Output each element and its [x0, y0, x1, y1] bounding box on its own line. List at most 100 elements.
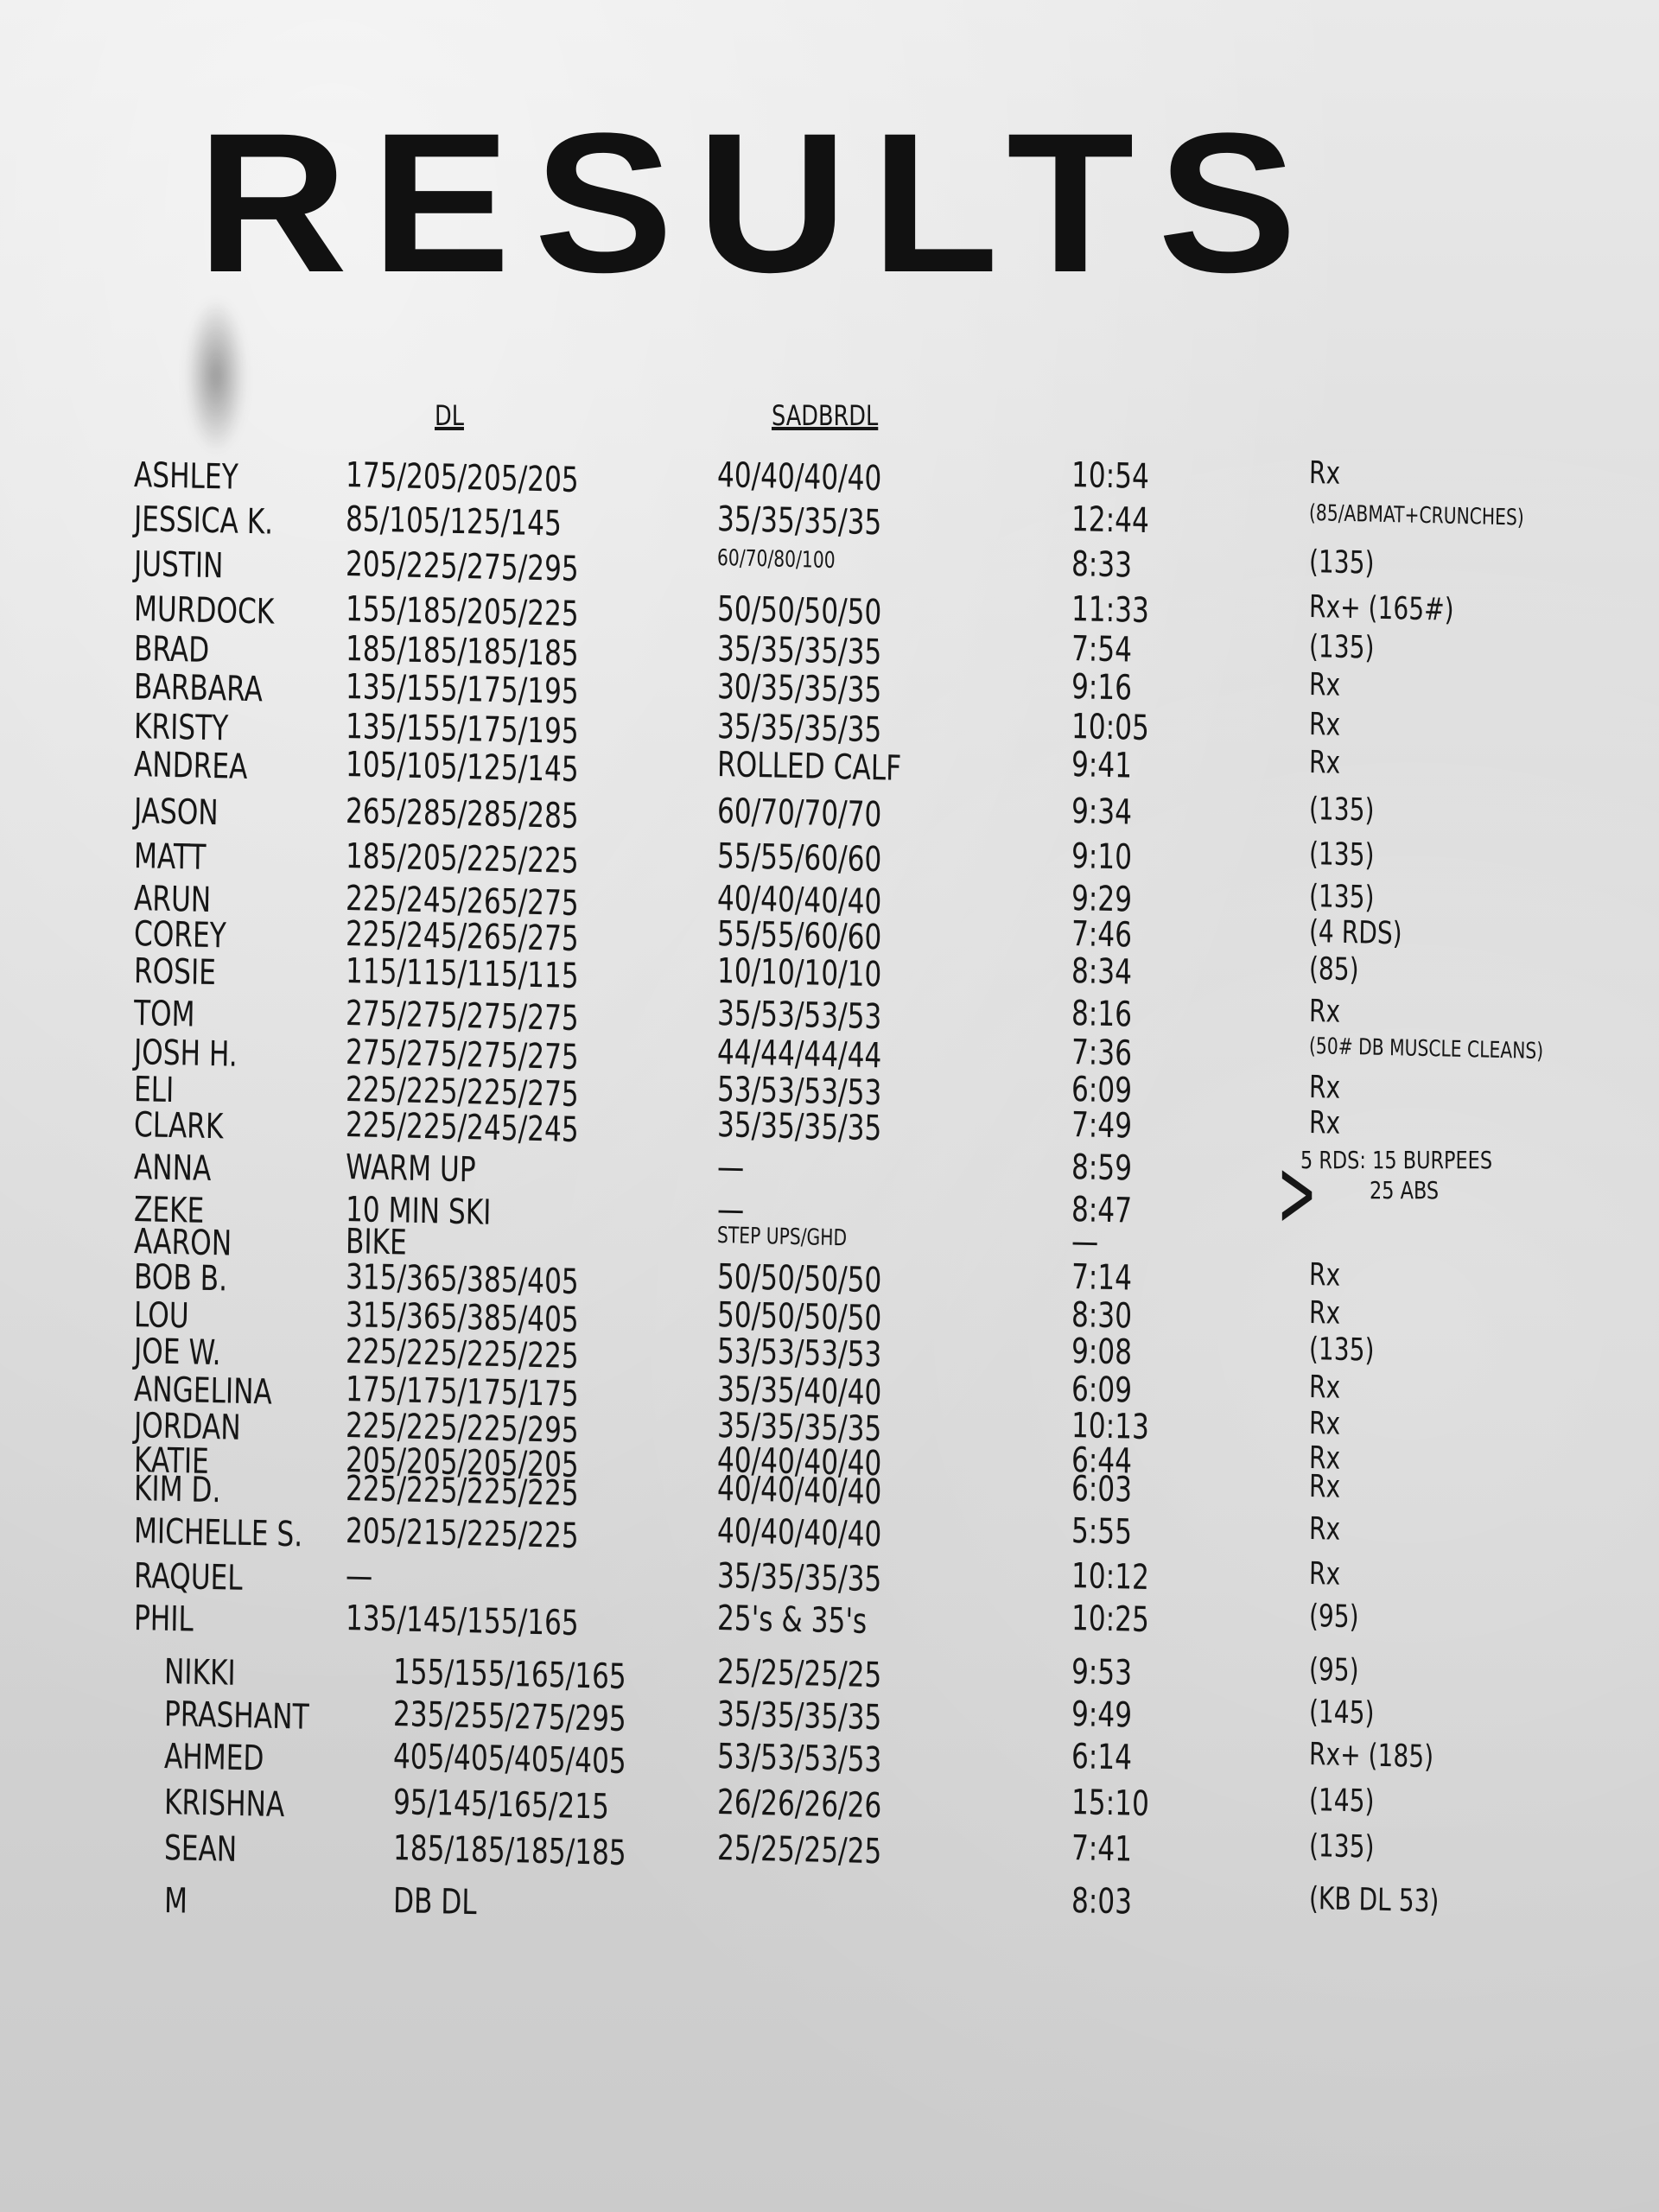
- cell-name: AHMED: [163, 1737, 264, 1779]
- cell-note: Rx: [1308, 1469, 1341, 1505]
- cell-note: (95): [1308, 1652, 1359, 1689]
- cell-sadbrdl: 40/40/40/40: [716, 879, 882, 923]
- cell-time: 7:41: [1071, 1828, 1133, 1870]
- cell-sadbrdl: 44/44/44/44: [716, 1033, 882, 1077]
- cell-note: (50# DB MUSCLE CLEANS): [1308, 1033, 1544, 1065]
- cell-note: (135): [1308, 629, 1375, 666]
- cell-dl: 95/145/165/215: [392, 1783, 610, 1827]
- cell-time: 7:46: [1071, 914, 1133, 956]
- cell-dl: 225/225/245/245: [345, 1105, 580, 1151]
- cell-note: (145): [1308, 1783, 1375, 1820]
- cell-sadbrdl: 25/25/25/25: [716, 1828, 882, 1872]
- cell-time: 10:25: [1071, 1599, 1150, 1641]
- cell-name: ELI: [133, 1070, 175, 1111]
- cell-name: ROSIE: [133, 951, 217, 994]
- cell-name: JUSTIN: [133, 544, 224, 587]
- cell-note: Rx+ (165#): [1308, 589, 1454, 628]
- cell-name: KIM D.: [133, 1469, 221, 1511]
- cell-name: LOU: [133, 1295, 189, 1337]
- cell-time: 9:41: [1071, 745, 1133, 786]
- cell-name: ASHLEY: [133, 455, 239, 498]
- cell-name: JORDAN: [133, 1406, 241, 1448]
- cell-name: BARBARA: [133, 667, 264, 710]
- cell-name: AARON: [133, 1222, 232, 1264]
- cell-note: Rx: [1308, 1105, 1341, 1141]
- cell-note: (4 RDS): [1308, 914, 1402, 952]
- cell-time: 9:34: [1071, 791, 1133, 833]
- cell-note: (135): [1308, 879, 1375, 916]
- cell-name: TOM: [133, 994, 195, 1035]
- cell-name: SEAN: [163, 1828, 238, 1870]
- cell-sadbrdl: 53/53/53/53: [716, 1332, 882, 1376]
- cell-dl: 265/285/285/285: [345, 791, 580, 837]
- cell-dl: 155/185/205/225: [345, 589, 580, 635]
- cell-name: MICHELLE S.: [133, 1511, 303, 1555]
- cell-dl: —: [345, 1556, 373, 1597]
- cell-dl: 135/155/175/195: [345, 707, 580, 753]
- cell-sadbrdl: 53/53/53/53: [716, 1070, 882, 1114]
- cell-time: 7:49: [1071, 1105, 1133, 1147]
- cell-dl: 115/115/115/115: [345, 951, 580, 997]
- cell-time: 6:03: [1071, 1469, 1133, 1510]
- cell-dl: 185/185/185/185: [392, 1828, 627, 1874]
- cell-time: 8:03: [1071, 1881, 1133, 1923]
- cell-name: BRAD: [133, 629, 210, 671]
- cell-name: PHIL: [133, 1599, 194, 1640]
- cell-sadbrdl: 50/50/50/50: [716, 1295, 882, 1339]
- cell-time: 9:49: [1071, 1694, 1133, 1736]
- cell-note: Rx: [1308, 1511, 1341, 1548]
- cell-sadbrdl: 35/35/35/35: [716, 707, 882, 751]
- cell-note: Rx: [1308, 455, 1341, 492]
- cell-note: (135): [1308, 836, 1375, 874]
- cell-sadbrdl: 50/50/50/50: [716, 589, 882, 633]
- cell-name: JASON: [133, 791, 219, 834]
- group-note-line1: 15 BURPEES: [1372, 1146, 1493, 1174]
- cell-dl: 405/405/405/405: [392, 1737, 627, 1783]
- cell-name: ARUN: [133, 879, 212, 920]
- cell-time: 8:59: [1071, 1147, 1133, 1189]
- cell-dl: 185/185/185/185: [345, 629, 580, 675]
- cell-sadbrdl: 40/40/40/40: [716, 1469, 882, 1513]
- cell-name: M: [163, 1881, 188, 1922]
- cell-time: 8:33: [1071, 544, 1133, 586]
- cell-dl: 225/245/265/275: [345, 914, 580, 960]
- cell-note: (135): [1308, 1828, 1375, 1866]
- cell-note: (95): [1308, 1599, 1359, 1636]
- cell-sadbrdl: 60/70/80/100: [716, 545, 836, 575]
- cell-time: 5:55: [1071, 1511, 1133, 1553]
- cell-sadbrdl: 35/35/35/35: [716, 1556, 882, 1600]
- cell-dl: 275/275/275/275: [345, 994, 580, 1039]
- cell-sadbrdl: 35/35/40/40: [716, 1370, 882, 1414]
- cell-name: KRISTY: [133, 707, 229, 749]
- cell-name: RAQUEL: [133, 1556, 243, 1599]
- cell-time: 15:10: [1071, 1783, 1150, 1825]
- column-header-sadbrdl: SADBRDL: [772, 399, 879, 432]
- cell-note: Rx: [1308, 994, 1341, 1030]
- cell-time: 10:12: [1071, 1556, 1150, 1599]
- cell-name: PRASHANT: [163, 1694, 309, 1738]
- cell-time: 6:09: [1071, 1070, 1133, 1111]
- cell-time: 10:54: [1071, 455, 1150, 498]
- cell-sadbrdl: 35/35/35/35: [716, 629, 882, 673]
- cell-note: Rx: [1308, 1406, 1341, 1442]
- column-header-dl: DL: [435, 399, 464, 432]
- group-note-rounds: 5 RDS:: [1300, 1146, 1366, 1174]
- cell-note: Rx: [1308, 667, 1341, 703]
- marker-smudge: [186, 298, 246, 454]
- cell-name: JOSH H.: [133, 1033, 238, 1075]
- cell-time: 6:09: [1071, 1370, 1133, 1411]
- cell-name: JESSICA K.: [133, 499, 274, 543]
- cell-time: 7:36: [1071, 1033, 1133, 1074]
- cell-sadbrdl: 55/55/60/60: [716, 914, 882, 958]
- cell-dl: 135/145/155/165: [345, 1599, 580, 1644]
- cell-note: Rx: [1308, 1370, 1341, 1406]
- cell-time: 7:14: [1071, 1257, 1133, 1299]
- cell-time: 8:30: [1071, 1295, 1133, 1337]
- cell-time: 8:16: [1071, 994, 1133, 1035]
- cell-dl: 155/155/165/165: [392, 1652, 627, 1698]
- cell-name: ANGELINA: [133, 1370, 273, 1413]
- cell-note: Rx: [1308, 745, 1341, 781]
- cell-sadbrdl: 35/53/53/53: [716, 994, 882, 1038]
- cell-sadbrdl: 26/26/26/26: [716, 1783, 882, 1827]
